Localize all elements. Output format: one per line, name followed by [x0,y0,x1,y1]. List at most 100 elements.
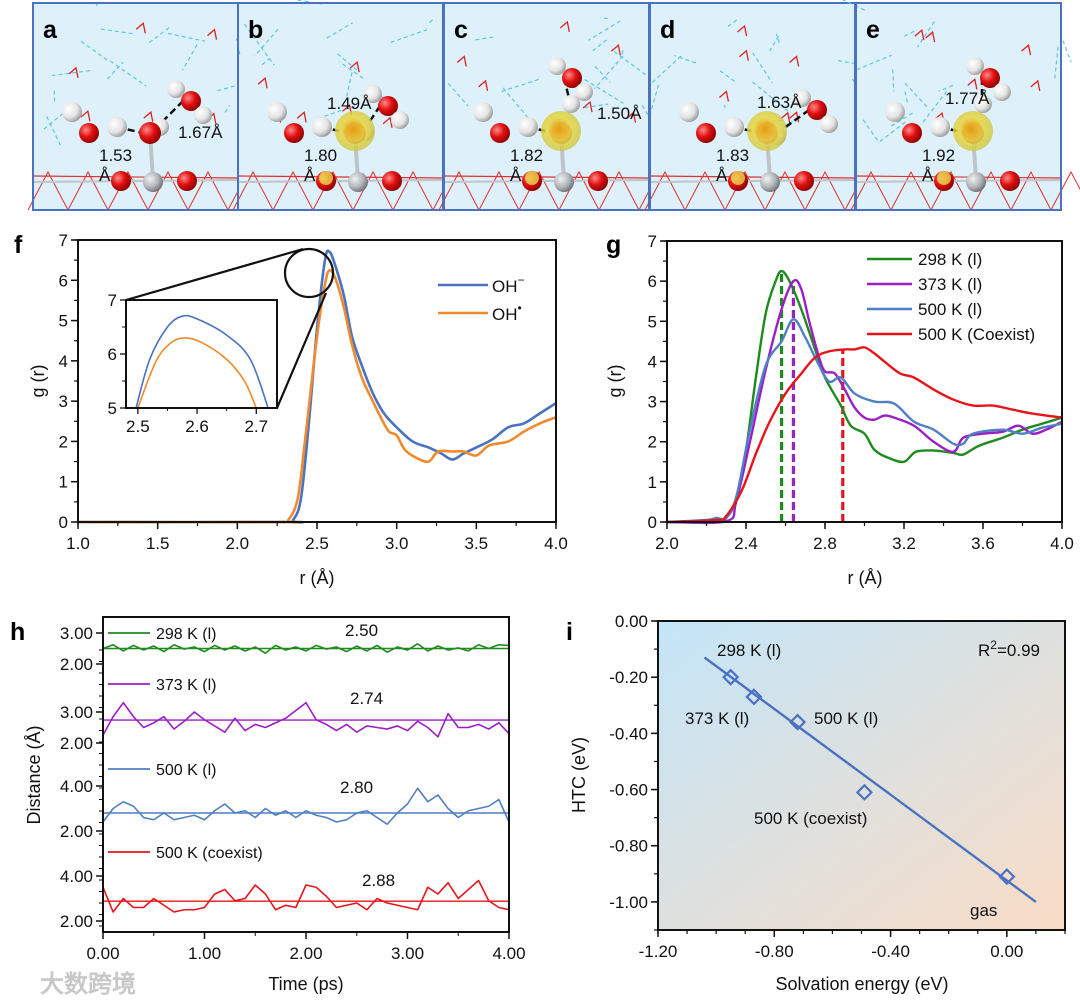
x-tick-label-f: 4.0 [544,534,568,553]
surface-lattice-line [598,170,640,211]
distance-label: 1.83 [716,146,749,165]
surface-bond-line [237,179,444,183]
water-molecule-stick [559,20,570,33]
hydrogen-bond-line [727,18,738,28]
surface-lattice-line [804,170,846,211]
surface-bond-line [855,179,1062,183]
surface-lattice-line [1050,170,1080,211]
y-tick-label-f: 7 [59,231,68,250]
hydrogen-atom [391,111,409,129]
water-molecule-stick [349,60,360,73]
water-molecule-stick [718,90,730,102]
surface-lattice-line [443,175,650,179]
data-point-diamond [788,713,807,731]
hydrogen-bond-line [916,21,935,48]
x-tick-label-g: 2.4 [734,534,758,553]
point-label: 500 K (coexist) [754,809,867,828]
hydrogen-bond-line [904,91,909,104]
hydrogen-bond-line [674,55,697,64]
hydrogen-bond-line [345,72,353,98]
y-tick-label-f: 2 [59,432,68,451]
hydrogen-atom [679,102,699,122]
oxygen-atom [588,171,608,191]
hydrogen-bond-line [1059,33,1072,63]
water-molecule-stick [68,66,79,79]
surface-lattice-line [272,170,314,211]
spin-density-isosurface [541,111,581,151]
water-molecule-stick [737,24,748,37]
legend-label: 500 K (coexist) [156,845,263,862]
legend-label: 500 K (l) [156,762,216,779]
y-tick-label-h: 2.00 [60,655,93,674]
hydrogen-atom [930,117,950,137]
y-tick-label-f: 5 [59,312,68,331]
point-label: 298 K (l) [717,641,781,660]
oxygen-atom [181,91,201,111]
hydrogen-atom [993,83,1011,101]
inset-series-line [135,314,269,408]
panel-letter-d: d [660,16,675,44]
hydrogen-bond-line [594,66,611,83]
hydrogen-bond-line [217,81,247,92]
hydrogen-bond-line [339,61,364,79]
water-molecule-stick [257,77,268,89]
distance-trace [102,643,510,654]
hydrogen-bond-line [879,121,906,143]
titanium-atom [966,172,986,192]
spin-density-isosurface [953,111,993,151]
hydrogen-bond-line [862,119,880,144]
y-tick-label-h: 3.00 [60,703,93,722]
water-molecule-stick [80,109,91,122]
x-tick-label-h: 2.00 [289,944,322,963]
panel-letter-e: e [866,16,880,44]
hydrogen-bond-line [904,82,928,108]
hydrogen-bond-line [319,105,355,119]
surface-lattice-line [518,170,560,211]
oxygen-atom [1000,171,1020,191]
inset-y-tick-label: 7 [108,291,117,310]
snapshot-panel-b: 1.80Å 1.49Å b [232,0,474,211]
water-molecule-stick [738,49,750,61]
hydrogen-bond-line [920,90,948,126]
y-tick-label-g: 4 [648,352,657,371]
water-molecule-stick [143,110,154,123]
hydrogen-atom [473,102,493,122]
hydrogen-bond-line [584,79,624,104]
surface-lattice-line [850,170,892,211]
surface-lattice-line [855,175,1062,179]
hydrogen-bond-line [903,30,915,38]
x-tick-label-g: 2.0 [655,534,679,553]
surface-lattice-line [970,170,1012,211]
hydrogen-atom [885,102,905,122]
surface-lattice-line [27,170,69,211]
distance-unit-label: Å [99,166,111,185]
data-point-diamond [855,783,873,801]
x-tick-label-f: 2.5 [305,534,329,553]
oxygen-atom [562,68,582,88]
water-molecule-stick [789,55,800,67]
x-tick-label-g: 3.6 [971,534,995,553]
hydrogen-bond-line [769,35,780,52]
zoom-circle [283,247,335,299]
surface-lattice-line [237,175,444,179]
surface-lattice-line [1010,170,1052,211]
hydrogen-bond-line [648,84,660,118]
titanium-atom [348,172,368,192]
x-axis-title: r (Å) [300,568,335,588]
water-molecule-stick [207,28,218,40]
y-tick-label-h: 4.00 [60,867,93,886]
oxygen-atom [284,123,304,143]
y-tick-label-i: -0.80 [609,837,648,856]
distance-label: 1.67Å [178,123,223,142]
water-molecule-stick [135,22,146,34]
hydrogen-bond-line [100,28,136,35]
y-axis-title: g (r) [605,365,625,398]
surface-lattice-line [478,170,520,211]
panel-letter-i: i [566,618,573,646]
y-tick-label-i: -0.60 [609,781,648,800]
x-tick-label-f: 3.5 [465,534,489,553]
distance-label: 1.92 [922,146,955,165]
surface-lattice-line [558,170,600,211]
oxygen-atom [79,123,99,143]
